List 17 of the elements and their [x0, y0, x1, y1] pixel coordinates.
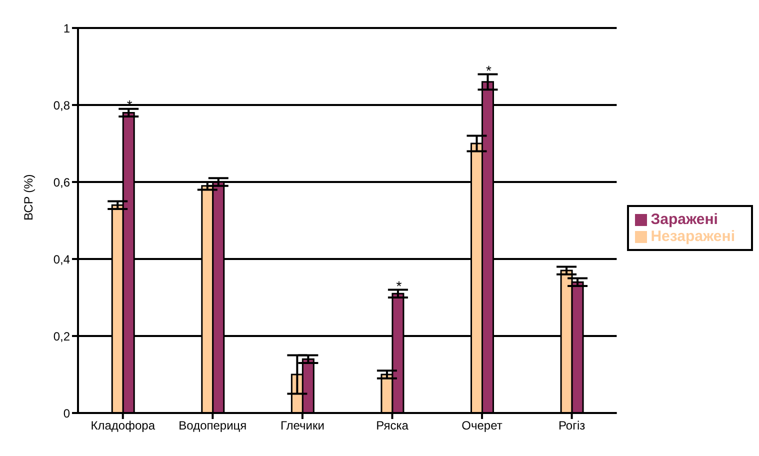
legend-label: Заражені [650, 211, 718, 228]
y-tick-label: 1 [63, 21, 70, 36]
y-tick-label: 0,8 [53, 98, 70, 112]
x-tick-label: Глечики [280, 418, 324, 433]
x-tick-label: Очерет [462, 418, 503, 433]
x-tick-label: Рогіз [558, 418, 586, 433]
legend-label: Незаражені [650, 228, 735, 245]
y-axis-title: ВСР (%) [21, 174, 36, 220]
x-tick-label: Ряска [376, 418, 409, 433]
x-tick-label: Кладофора [90, 418, 156, 433]
y-tick-label: 0,2 [53, 329, 70, 344]
y-tick-label: 0 [63, 406, 70, 420]
annotation: * [486, 62, 492, 78]
y-tick-label: 0,6 [53, 175, 70, 190]
annotation: * [396, 278, 402, 294]
x-tick-label: Водопериця [178, 418, 247, 433]
y-tick-label: 0,4 [53, 252, 70, 266]
